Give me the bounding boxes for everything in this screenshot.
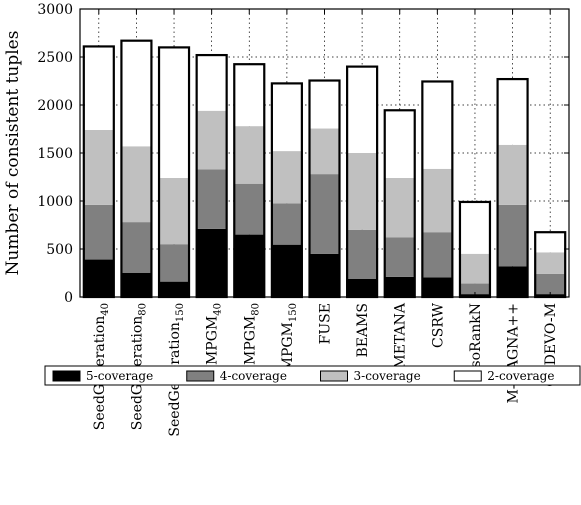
bar-segment-3-coverage — [384, 177, 415, 238]
bar-segment-5-coverage — [422, 277, 453, 297]
bar-stack — [270, 82, 303, 299]
bar-segment-3-coverage — [497, 144, 528, 205]
bar-segment-4-coverage — [271, 203, 302, 245]
bar-stack — [120, 39, 153, 299]
bar-segment-2-coverage — [234, 64, 265, 127]
category-label: MPGM40 — [205, 303, 224, 365]
bar-stack — [534, 231, 567, 299]
bar-segment-3-coverage — [309, 128, 340, 175]
bar-segment-2-coverage — [121, 40, 152, 147]
bar-stack — [458, 200, 492, 299]
bar-segment-4-coverage — [422, 232, 453, 278]
bar-segment-3-coverage — [535, 252, 566, 274]
bar-segment-4-coverage — [384, 237, 415, 277]
bar-segment-4-coverage — [497, 204, 528, 267]
bar-segment-2-coverage — [384, 110, 415, 178]
bar-segment-2-coverage — [271, 83, 302, 152]
bar-segment-3-coverage — [83, 129, 114, 205]
category-label: FUSE — [318, 303, 334, 344]
bar-segment-3-coverage — [271, 151, 302, 204]
y-axis-label: Number of consistent tuples — [3, 31, 23, 276]
bar-segment-5-coverage — [309, 253, 340, 297]
bar-segment-4-coverage — [347, 229, 378, 279]
legend-label: 5-coverage — [86, 369, 153, 383]
category-label: MPGM80 — [242, 303, 261, 365]
bar-segment-3-coverage — [347, 153, 378, 230]
bar-stack — [346, 65, 379, 299]
legend-label: 4-coverage — [220, 369, 287, 383]
category-label: SMETANA — [393, 302, 409, 378]
bar-segment-5-coverage — [234, 234, 265, 297]
bar-segment-4-coverage — [83, 204, 114, 260]
bar-segment-4-coverage — [121, 222, 152, 273]
bar-segment-4-coverage — [535, 273, 566, 295]
bar-segment-3-coverage — [459, 253, 490, 284]
bar-segment-5-coverage — [271, 244, 302, 297]
bar-stack — [421, 80, 454, 299]
bar-segment-4-coverage — [159, 244, 190, 282]
bar-segment-5-coverage — [196, 228, 227, 297]
bar-stack — [233, 63, 266, 299]
y-tick-label: 2500 — [37, 50, 73, 66]
legend-swatch — [320, 370, 348, 382]
category-label: M-MAGNA++ — [506, 303, 522, 404]
y-tick-label: 3000 — [37, 2, 73, 18]
bar-segment-2-coverage — [159, 47, 190, 178]
bar-segment-3-coverage — [196, 110, 227, 170]
bar-stack — [496, 77, 529, 299]
y-axis-ticks: 0 500 1000 1500 2000 2500 3000 — [37, 2, 569, 306]
bar-segment-5-coverage — [159, 281, 190, 297]
legend-swatch — [453, 370, 482, 382]
bar-segment-5-coverage — [83, 259, 114, 297]
bar-layer — [82, 39, 567, 299]
category-label: BEAMS — [355, 303, 371, 358]
bar-segment-2-coverage — [535, 232, 566, 253]
bar-segment-2-coverage — [459, 201, 490, 254]
y-tick-label: 2000 — [37, 98, 73, 114]
y-tick-label: 0 — [64, 290, 73, 306]
bar-segment-4-coverage — [309, 174, 340, 254]
bar-segment-2-coverage — [83, 46, 114, 130]
legend-label: 2-coverage — [487, 369, 554, 383]
bar-segment-5-coverage — [497, 266, 528, 297]
bar-stack — [308, 79, 341, 299]
bar-stack — [157, 46, 191, 299]
bar-segment-2-coverage — [347, 66, 378, 153]
bar-segment-2-coverage — [497, 79, 528, 145]
bar-segment-3-coverage — [159, 177, 190, 245]
legend-swatch — [52, 370, 81, 382]
legend-frame — [44, 365, 581, 386]
bar-stack — [383, 109, 416, 299]
bar-segment-2-coverage — [422, 81, 453, 169]
bar-stack — [82, 45, 115, 299]
category-label: IsoRankN — [468, 303, 484, 373]
legend-label: 3-coverage — [354, 369, 421, 383]
bar-segment-5-coverage — [384, 276, 415, 297]
bar-segment-2-coverage — [309, 80, 340, 129]
y-tick-label: 500 — [46, 242, 73, 258]
category-label: CSRW — [430, 302, 446, 348]
bar-segment-3-coverage — [234, 126, 265, 184]
legend: 5-coverage 4-coverage 3-coverage 2-coverage — [44, 365, 581, 386]
bar-segment-5-coverage — [347, 278, 378, 297]
bar-segment-3-coverage — [422, 168, 453, 233]
bar-segment-3-coverage — [121, 146, 152, 223]
legend-swatch — [186, 370, 215, 382]
bar-segment-4-coverage — [234, 183, 265, 235]
category-label: MPGM150 — [280, 303, 299, 371]
bar-stack — [195, 53, 228, 299]
y-tick-label: 1000 — [37, 194, 73, 210]
bar-segment-4-coverage — [459, 283, 490, 295]
bar-segment-4-coverage — [196, 169, 227, 229]
bar-segment-2-coverage — [196, 55, 227, 111]
y-tick-label: 1500 — [37, 146, 73, 162]
